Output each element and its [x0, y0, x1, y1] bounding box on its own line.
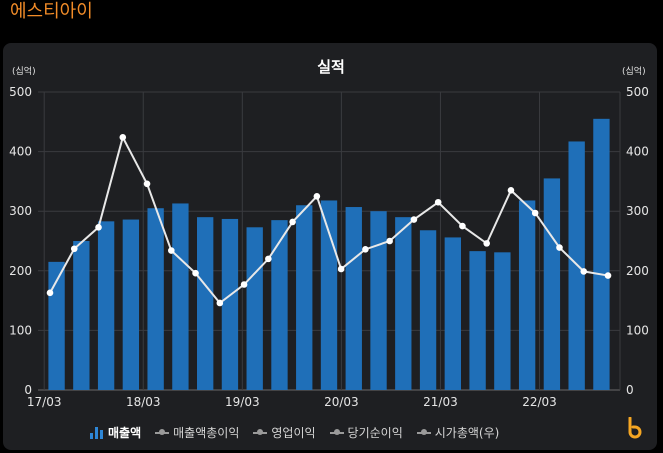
- y-tick-label-left: 200: [9, 264, 32, 278]
- point-market-cap: [580, 268, 588, 275]
- x-tick-label: 22/03: [522, 395, 557, 409]
- point-market-cap: [459, 222, 466, 230]
- bar-revenue: [395, 217, 412, 390]
- bar-revenue: [221, 218, 239, 390]
- legend-label: 시가총액(우): [434, 426, 500, 440]
- point-market-cap: [507, 187, 515, 194]
- x-tick-label: 19/03: [225, 395, 260, 409]
- point-market-cap: [119, 133, 127, 141]
- bar-revenue: [593, 118, 610, 390]
- line-marker-icon: [329, 428, 344, 438]
- bar-revenue: [296, 205, 313, 390]
- bar-revenue: [147, 208, 164, 390]
- point-market-cap: [386, 237, 393, 245]
- y-tick-label-right: 500: [626, 85, 649, 99]
- bar-revenue: [518, 200, 536, 390]
- point-market-cap: [240, 281, 248, 288]
- y-tick-label-left: 300: [9, 204, 32, 218]
- legend-item[interactable]: 매출액총이익: [155, 424, 239, 441]
- legend-label: 영업이익: [271, 426, 316, 440]
- point-market-cap: [362, 246, 369, 253]
- chart-title: 실적: [317, 58, 345, 76]
- bar-revenue: [196, 217, 214, 390]
- legend-item[interactable]: 시가총액(우): [416, 424, 500, 441]
- point-market-cap: [313, 193, 321, 200]
- bar-revenue: [97, 221, 115, 390]
- point-market-cap: [531, 209, 539, 217]
- x-tick-label: 17/03: [27, 395, 62, 409]
- point-market-cap: [143, 180, 151, 188]
- bar-revenue: [246, 227, 263, 390]
- point-market-cap: [168, 247, 175, 254]
- point-market-cap: [216, 299, 224, 307]
- point-market-cap: [410, 216, 418, 223]
- x-tick-label: 18/03: [126, 395, 161, 409]
- brand-b-logo-icon: [628, 417, 642, 439]
- point-market-cap: [483, 240, 490, 247]
- legend-label: 매출액총이익: [173, 426, 240, 440]
- legend-label: 매출액: [108, 426, 142, 440]
- bar-revenue: [543, 178, 561, 390]
- point-market-cap: [265, 255, 272, 263]
- line-marker-icon: [155, 428, 170, 438]
- y-tick-label-left: 0: [24, 383, 32, 397]
- y-tick-label-right: 300: [626, 204, 649, 218]
- point-market-cap: [95, 223, 102, 231]
- x-tick-label: 20/03: [324, 395, 359, 409]
- point-market-cap: [604, 272, 612, 279]
- bar-revenue: [320, 200, 338, 390]
- y-tick-label-left: 500: [9, 85, 32, 99]
- bar-revenue: [419, 230, 437, 390]
- point-market-cap: [337, 265, 345, 273]
- point-market-cap: [70, 245, 78, 253]
- x-tick-label: 21/03: [423, 395, 458, 409]
- point-market-cap: [289, 218, 296, 226]
- bar-chart-icon: [90, 426, 104, 439]
- bar-revenue: [172, 203, 189, 390]
- point-market-cap: [434, 198, 442, 206]
- point-market-cap: [556, 244, 563, 251]
- legend-item[interactable]: 당기순이익: [329, 424, 403, 441]
- y-unit-left: (십억): [12, 65, 36, 77]
- y-tick-label-right: 0: [626, 383, 634, 397]
- bar-revenue: [122, 219, 140, 390]
- legend-item[interactable]: 영업이익: [253, 424, 316, 441]
- company-name: 에스티아이: [10, 1, 93, 22]
- y-tick-label-right: 100: [626, 323, 649, 337]
- point-market-cap: [46, 289, 54, 297]
- bar-revenue: [444, 237, 462, 390]
- y-tick-label-left: 100: [9, 323, 32, 337]
- bar-revenue: [370, 211, 387, 390]
- bar-revenue: [494, 252, 511, 390]
- y-tick-label-left: 400: [9, 145, 32, 159]
- line-marker-icon: [253, 428, 268, 438]
- legend-item[interactable]: 매출액: [90, 424, 141, 441]
- y-unit-right: (십억): [622, 65, 646, 77]
- bar-revenue: [271, 220, 288, 390]
- point-market-cap: [192, 269, 199, 277]
- line-marker-icon: [416, 428, 431, 438]
- bar-revenue: [345, 207, 362, 390]
- y-tick-label-right: 400: [626, 145, 649, 159]
- y-tick-label-right: 200: [626, 264, 649, 278]
- legend-label: 당기순이익: [347, 426, 403, 440]
- bar-revenue: [73, 241, 90, 390]
- series-line-market-cap: [49, 134, 609, 305]
- bar-revenue: [469, 251, 486, 390]
- chart-legend: 매출액 매출액총이익 영업이익 당기순이익 시가총액(우): [90, 424, 499, 441]
